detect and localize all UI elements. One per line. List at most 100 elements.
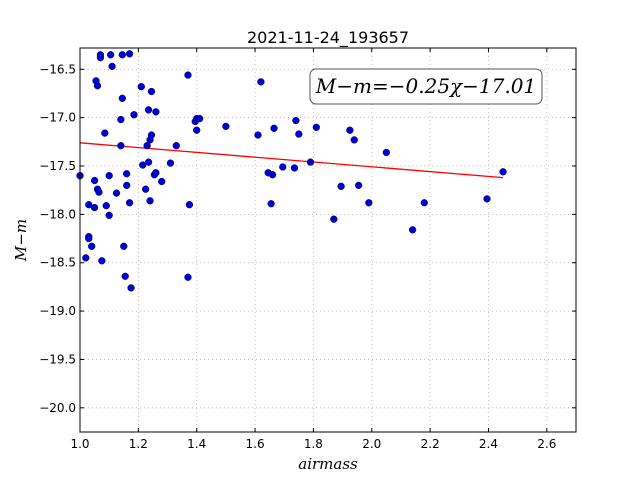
data-point: [152, 108, 160, 116]
data-point: [292, 116, 300, 125]
data-point: [330, 215, 338, 223]
x-tick-label: 1.8: [304, 437, 323, 451]
data-point: [483, 195, 491, 203]
data-point: [90, 203, 99, 212]
y-axis-label: M−m: [12, 219, 30, 262]
data-point: [98, 257, 106, 265]
data-point: [144, 158, 153, 166]
data-point: [105, 172, 113, 180]
data-point: [166, 159, 175, 167]
data-point: [290, 164, 299, 172]
data-point: [193, 126, 201, 134]
data-point: [158, 177, 166, 186]
data-point: [350, 136, 358, 144]
data-point: [137, 83, 145, 91]
data-points: [76, 50, 507, 292]
data-point: [117, 115, 125, 124]
data-point: [85, 234, 93, 243]
data-point: [382, 148, 391, 157]
data-point: [123, 170, 131, 178]
data-point: [123, 181, 131, 190]
data-point: [270, 124, 278, 132]
data-point: [121, 272, 129, 280]
data-point: [141, 185, 150, 193]
data-point: [96, 54, 105, 62]
data-point: [195, 114, 204, 123]
x-tick-label: 1.4: [187, 437, 206, 451]
x-tick-label: 1.2: [129, 437, 148, 451]
chart-title: 2021-11-24_193657: [247, 28, 409, 48]
data-point: [408, 226, 417, 234]
fit-line-layer: [79, 142, 504, 179]
data-point: [346, 126, 354, 134]
data-point: [118, 51, 126, 59]
data-point: [172, 142, 180, 150]
data-point: [106, 51, 115, 59]
data-point: [499, 168, 507, 176]
data-point: [222, 122, 230, 130]
data-point: [420, 199, 428, 207]
x-axis-ticks: 1.0 1.2 1.4 1.6 1.8 2.0 2.2 2.4 2.6: [70, 48, 556, 451]
plot-frame: [79, 47, 577, 433]
data-point: [101, 129, 109, 137]
y-tick-label: −16.5: [39, 62, 76, 76]
grid: [79, 48, 576, 432]
x-tick-label: 2.2: [421, 437, 440, 451]
data-point: [365, 199, 373, 207]
data-point: [152, 169, 160, 177]
y-tick-label: −19.0: [39, 304, 76, 318]
x-tick-label: 2.4: [479, 437, 498, 451]
data-point: [254, 131, 262, 139]
data-point: [90, 176, 99, 185]
data-point: [143, 142, 151, 150]
data-point: [125, 199, 134, 207]
data-point: [82, 254, 90, 262]
data-point: [312, 123, 320, 131]
data-point: [105, 211, 113, 219]
data-point: [85, 201, 93, 209]
data-point: [337, 182, 345, 190]
y-tick-label: −18.5: [39, 256, 76, 270]
data-point: [184, 273, 192, 281]
data-point: [257, 78, 265, 86]
data-point: [95, 188, 103, 196]
y-tick-label: −18.0: [39, 207, 76, 221]
equation-box-frame: [309, 68, 543, 105]
data-point: [184, 71, 192, 79]
data-point: [120, 242, 128, 250]
data-point: [125, 50, 134, 58]
data-point: [147, 87, 156, 96]
y-axis-ticks: −16.5 −17.0 −17.5 −18.0 −18.5 −19.0 −19.5 −20.0: [39, 62, 576, 415]
y-tick-label: −20.0: [39, 401, 76, 415]
fit-equation-box: M−m=−0.25χ−17.01: [309, 68, 543, 105]
data-point: [267, 200, 275, 208]
fit-equation: M−m=−0.25χ−17.01: [315, 74, 536, 98]
x-tick-label: 1.6: [246, 437, 265, 451]
y-tick-label: −19.5: [39, 352, 76, 366]
x-tick-label: 2.0: [362, 437, 381, 451]
y-tick-label: −17.0: [39, 111, 76, 125]
data-point: [130, 111, 138, 119]
data-point: [354, 181, 363, 190]
data-point: [139, 161, 147, 169]
data-point: [306, 158, 315, 166]
data-point: [93, 82, 102, 90]
data-point: [268, 171, 277, 179]
data-point: [146, 197, 154, 205]
data-point: [88, 242, 96, 250]
data-point: [108, 62, 116, 71]
data-point: [279, 163, 287, 171]
x-axis-label: airmass: [298, 455, 358, 473]
data-point: [127, 284, 135, 292]
data-point: [112, 189, 121, 197]
data-point: [117, 142, 125, 150]
data-point: [295, 130, 303, 138]
x-tick-label: 1.0: [70, 437, 89, 451]
data-point: [102, 202, 110, 210]
x-tick-label: 2.6: [537, 437, 556, 451]
data-point: [118, 94, 126, 102]
data-point: [185, 201, 194, 209]
data-point: [147, 131, 156, 139]
y-tick-label: −17.5: [39, 159, 76, 173]
